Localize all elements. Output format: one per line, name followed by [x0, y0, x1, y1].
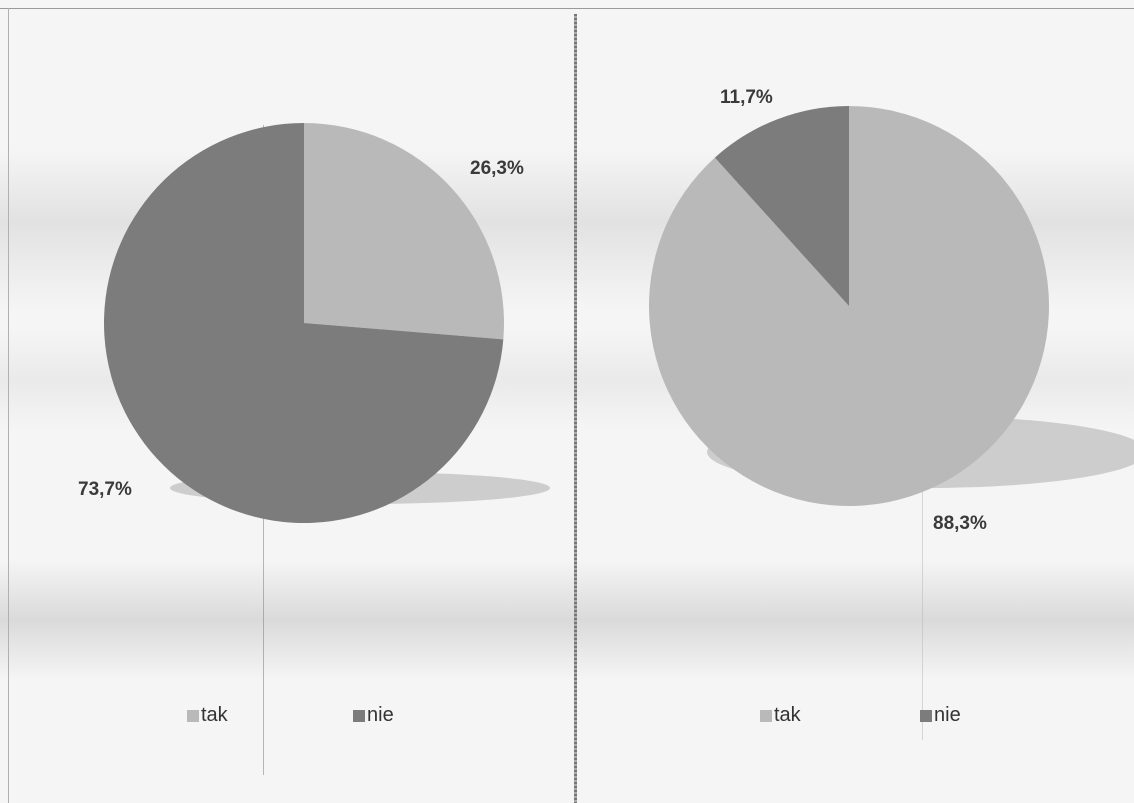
- pie-slice-nie: [714, 106, 849, 306]
- legend-item-tak: tak: [187, 704, 353, 727]
- pie-slice-tak: [304, 123, 504, 340]
- page-left-edge: [8, 8, 9, 803]
- legend-label-tak: tak: [201, 704, 228, 726]
- legend-label-nie: nie: [367, 704, 394, 726]
- data-label-tak: 88,3%: [933, 513, 987, 534]
- page-top-edge: [0, 8, 1134, 9]
- legend-item-tak: tak: [760, 704, 920, 727]
- data-label-nie: 73,7%: [78, 479, 132, 500]
- legend-right: tak nie: [760, 704, 961, 727]
- pie-chart-left: 26,3% 73,7%: [78, 123, 550, 523]
- legend-label-nie: nie: [934, 704, 961, 726]
- legend-swatch-nie: [353, 709, 365, 722]
- pie-chart-right: 88,3% 11,7%: [648, 87, 1134, 534]
- legend-swatch-nie: [920, 709, 932, 722]
- legend-label-tak: tak: [774, 704, 801, 726]
- legend-left: tak nie: [187, 704, 394, 727]
- legend-swatch-tak: [187, 709, 199, 722]
- data-label-nie: 11,7%: [720, 87, 773, 108]
- legend-item-nie: nie: [920, 704, 961, 727]
- legend-swatch-tak: [760, 709, 772, 722]
- data-label-tak: 26,3%: [470, 158, 524, 179]
- panel-divider: [574, 14, 577, 803]
- pie-slice-tak: [648, 106, 1049, 506]
- legend-item-nie: nie: [353, 704, 394, 727]
- pie-slice-nie: [103, 123, 504, 523]
